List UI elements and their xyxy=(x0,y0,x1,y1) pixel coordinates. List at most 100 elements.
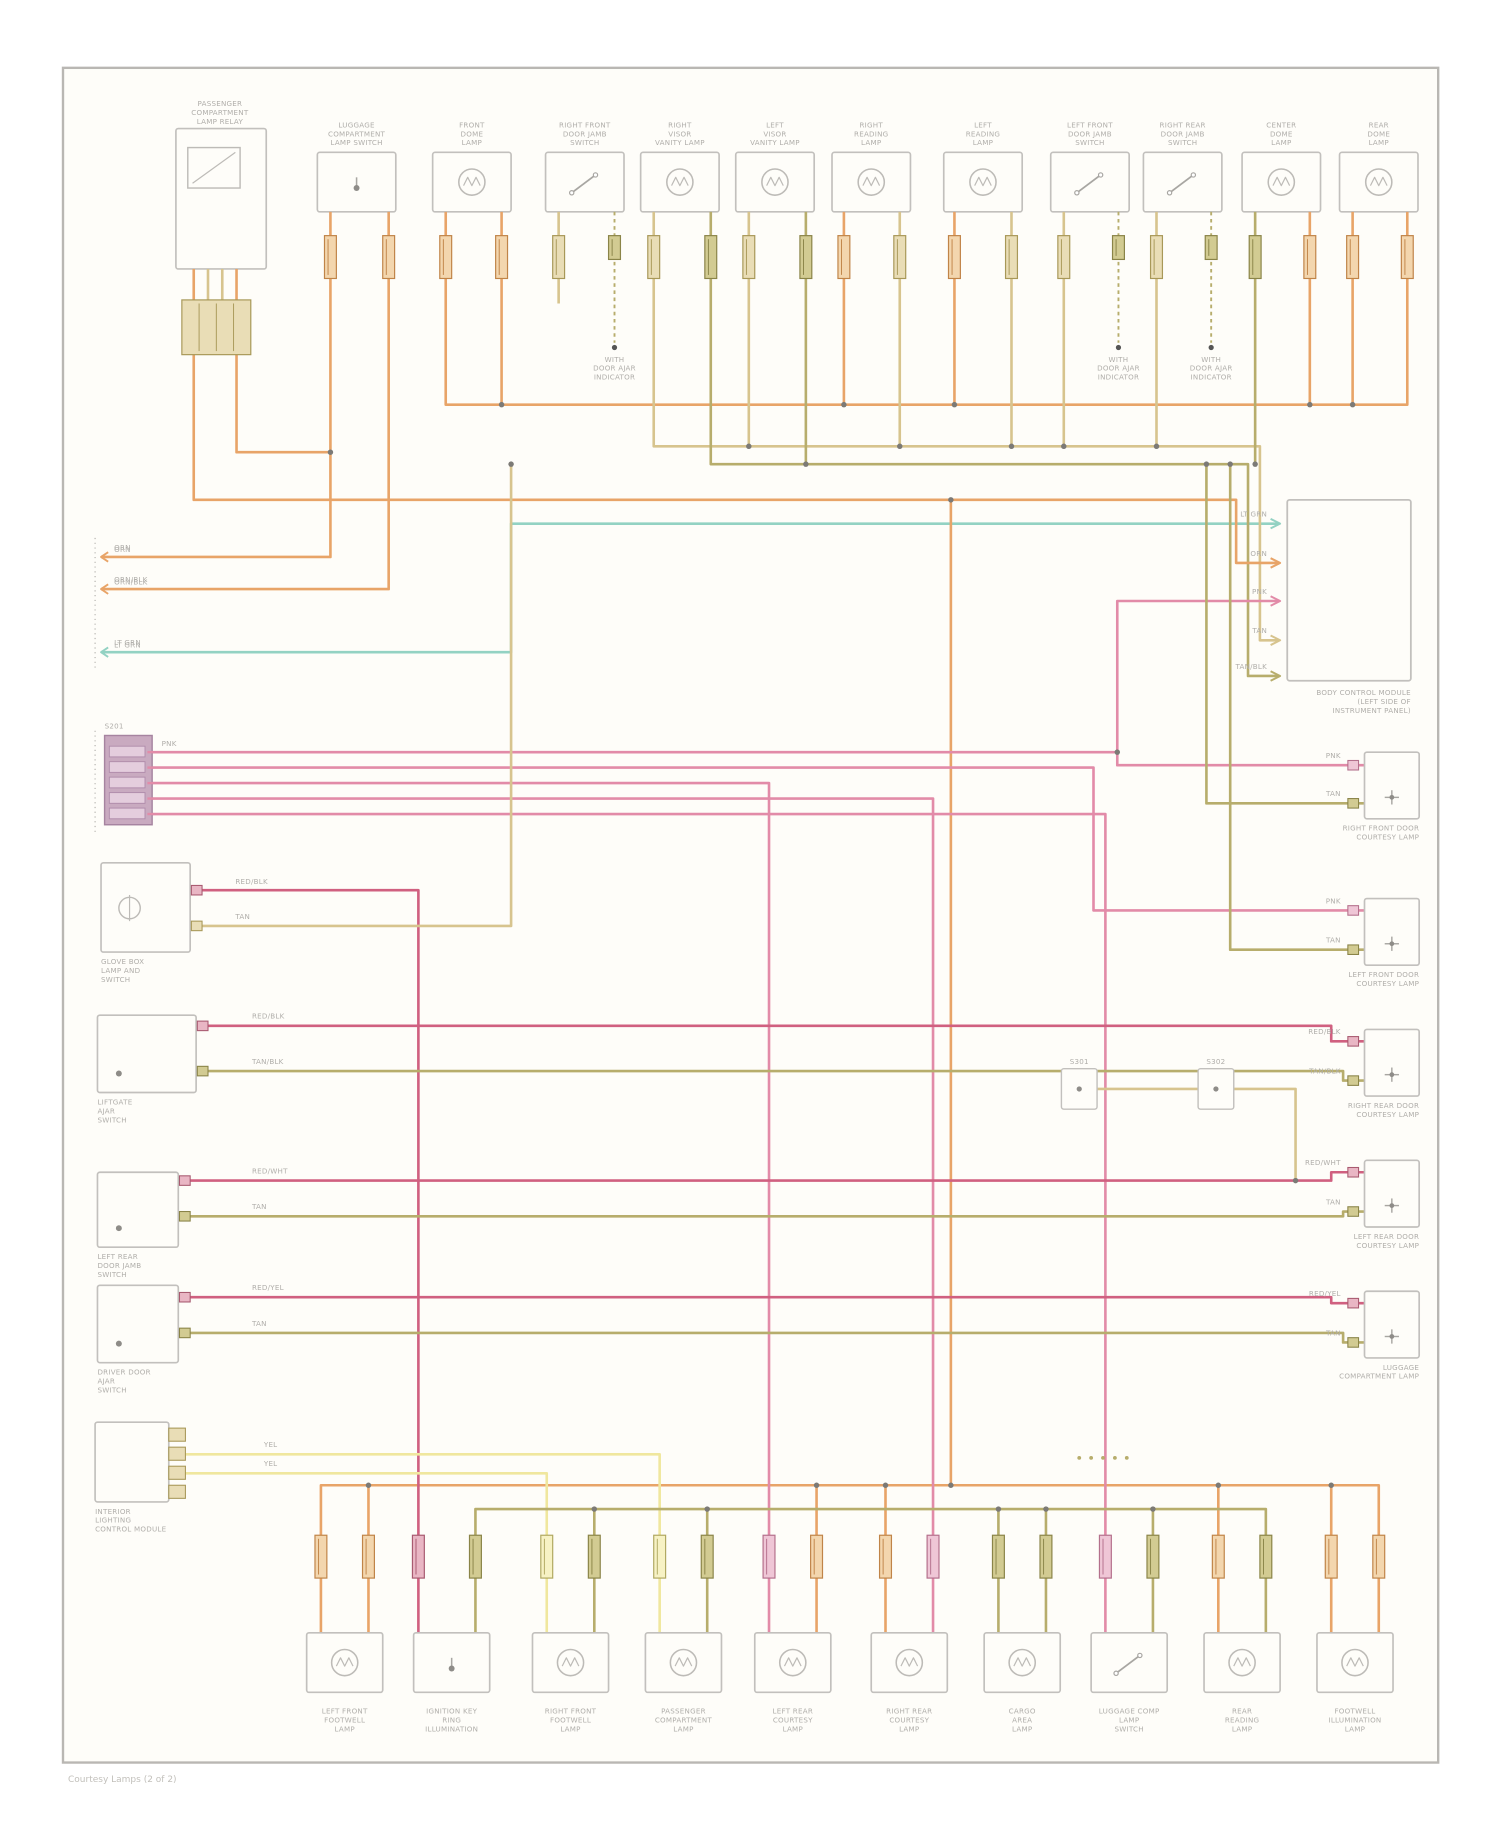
svg-text:VANITY LAMP: VANITY LAMP xyxy=(750,138,800,147)
svg-text:LEFT REAR DOOR: LEFT REAR DOOR xyxy=(1354,1232,1420,1241)
svg-text:S302: S302 xyxy=(1206,1057,1225,1066)
svg-text:READING: READING xyxy=(1225,1716,1259,1725)
svg-text:LIFTGATE: LIFTGATE xyxy=(97,1097,132,1106)
svg-text:YEL: YEL xyxy=(263,1459,278,1468)
svg-text:RIGHT FRONT: RIGHT FRONT xyxy=(559,120,611,129)
svg-text:AJAR: AJAR xyxy=(97,1106,115,1115)
svg-text:RIGHT REAR DOOR: RIGHT REAR DOOR xyxy=(1348,1101,1419,1110)
svg-text:CARGO: CARGO xyxy=(1009,1707,1036,1716)
svg-text:VISOR: VISOR xyxy=(763,129,786,138)
svg-text:DOME: DOME xyxy=(1270,129,1293,138)
svg-text:TAN: TAN xyxy=(1325,936,1341,945)
svg-text:LAMP RELAY: LAMP RELAY xyxy=(197,117,244,126)
svg-text:PNK: PNK xyxy=(1326,751,1341,760)
mid-splice-1: S301 xyxy=(1060,1057,1098,1110)
svg-text:COMPARTMENT: COMPARTMENT xyxy=(191,108,249,117)
svg-text:INDICATOR: INDICATOR xyxy=(1098,373,1139,382)
svg-text:IGNITION KEY: IGNITION KEY xyxy=(426,1707,477,1716)
svg-text:LAMP: LAMP xyxy=(1119,1716,1140,1725)
svg-text:LAMP AND: LAMP AND xyxy=(101,966,141,975)
svg-text:PNK: PNK xyxy=(162,739,177,748)
svg-text:AREA: AREA xyxy=(1012,1716,1032,1725)
svg-text:LUGGAGE: LUGGAGE xyxy=(1383,1363,1420,1372)
svg-text:LAMP: LAMP xyxy=(973,138,994,147)
edge-connectors: ORN ORN/BLK LT GRN xyxy=(94,537,148,834)
svg-text:LEFT FRONT: LEFT FRONT xyxy=(322,1707,368,1716)
svg-text:RIGHT FRONT: RIGHT FRONT xyxy=(545,1707,597,1716)
svg-text:TAN: TAN xyxy=(251,1319,267,1328)
svg-text:TAN: TAN xyxy=(1325,1197,1341,1206)
svg-text:PASSENGER: PASSENGER xyxy=(661,1707,706,1716)
svg-text:SWITCH: SWITCH xyxy=(1114,1725,1143,1734)
svg-text:ORN/BLK: ORN/BLK xyxy=(114,577,148,586)
svg-text:FOOTWELL: FOOTWELL xyxy=(324,1716,365,1725)
svg-text:DOOR AJAR: DOOR AJAR xyxy=(1190,364,1233,373)
svg-text:WITH: WITH xyxy=(605,355,625,364)
svg-text:DOOR AJAR: DOOR AJAR xyxy=(1097,364,1140,373)
svg-text:COMPARTMENT: COMPARTMENT xyxy=(328,129,386,138)
svg-text:VISOR: VISOR xyxy=(668,129,691,138)
svg-text:RED/BLK: RED/BLK xyxy=(252,1012,285,1021)
svg-text:FOOTWELL: FOOTWELL xyxy=(550,1716,591,1725)
svg-text:RED/WHT: RED/WHT xyxy=(1305,1158,1341,1167)
svg-text:DOOR AJAR: DOOR AJAR xyxy=(593,364,636,373)
svg-text:LEFT FRONT DOOR: LEFT FRONT DOOR xyxy=(1348,970,1419,979)
svg-text:LEFT REAR: LEFT REAR xyxy=(97,1252,137,1261)
wires xyxy=(101,303,1409,1536)
svg-text:COURTESY LAMP: COURTESY LAMP xyxy=(1356,979,1419,988)
svg-text:SWITCH: SWITCH xyxy=(1075,138,1104,147)
svg-text:AJAR: AJAR xyxy=(97,1376,115,1385)
svg-text:GLOVE BOX: GLOVE BOX xyxy=(101,957,144,966)
svg-text:DRIVER DOOR: DRIVER DOOR xyxy=(97,1368,150,1377)
svg-text:(LEFT SIDE OF: (LEFT SIDE OF xyxy=(1357,697,1410,706)
svg-text:RIGHT FRONT DOOR: RIGHT FRONT DOOR xyxy=(1343,824,1420,833)
svg-text:LEFT: LEFT xyxy=(974,120,992,129)
svg-text:SWITCH: SWITCH xyxy=(97,1115,126,1124)
control-module: BODY CONTROL MODULE(LEFT SIDE OFINSTRUME… xyxy=(1270,498,1412,715)
svg-text:LT GRN: LT GRN xyxy=(1240,510,1267,519)
svg-text:S201: S201 xyxy=(105,721,124,730)
svg-text:RED/BLK: RED/BLK xyxy=(1308,1027,1341,1036)
svg-text:LEFT REAR: LEFT REAR xyxy=(773,1707,813,1716)
svg-text:LAMP: LAMP xyxy=(462,138,483,147)
svg-text:COMPARTMENT: COMPARTMENT xyxy=(655,1716,713,1725)
svg-text:TAN/BLK: TAN/BLK xyxy=(251,1057,284,1066)
svg-text:SWITCH: SWITCH xyxy=(97,1270,126,1279)
svg-text:PASSENGER: PASSENGER xyxy=(198,99,243,108)
svg-text:YEL: YEL xyxy=(263,1440,278,1449)
svg-text:RIGHT REAR: RIGHT REAR xyxy=(1160,120,1206,129)
svg-text:REAR: REAR xyxy=(1232,1707,1252,1716)
svg-text:LAMP: LAMP xyxy=(560,1725,581,1734)
svg-text:LUGGAGE COMP: LUGGAGE COMP xyxy=(1099,1707,1160,1716)
svg-text:RIGHT: RIGHT xyxy=(668,120,692,129)
svg-text:DOOR JAMB: DOOR JAMB xyxy=(97,1261,141,1270)
svg-text:ORN: ORN xyxy=(114,543,131,552)
svg-text:LAMP: LAMP xyxy=(783,1725,804,1734)
svg-text:TAN: TAN xyxy=(1325,1328,1341,1337)
svg-text:LUGGAGE: LUGGAGE xyxy=(338,120,375,129)
svg-text:COURTESY: COURTESY xyxy=(773,1716,813,1725)
svg-text:WITH: WITH xyxy=(1201,355,1221,364)
svg-text:RED/WHT: RED/WHT xyxy=(252,1166,288,1175)
mid-splice-2: S302 xyxy=(1197,1057,1235,1110)
